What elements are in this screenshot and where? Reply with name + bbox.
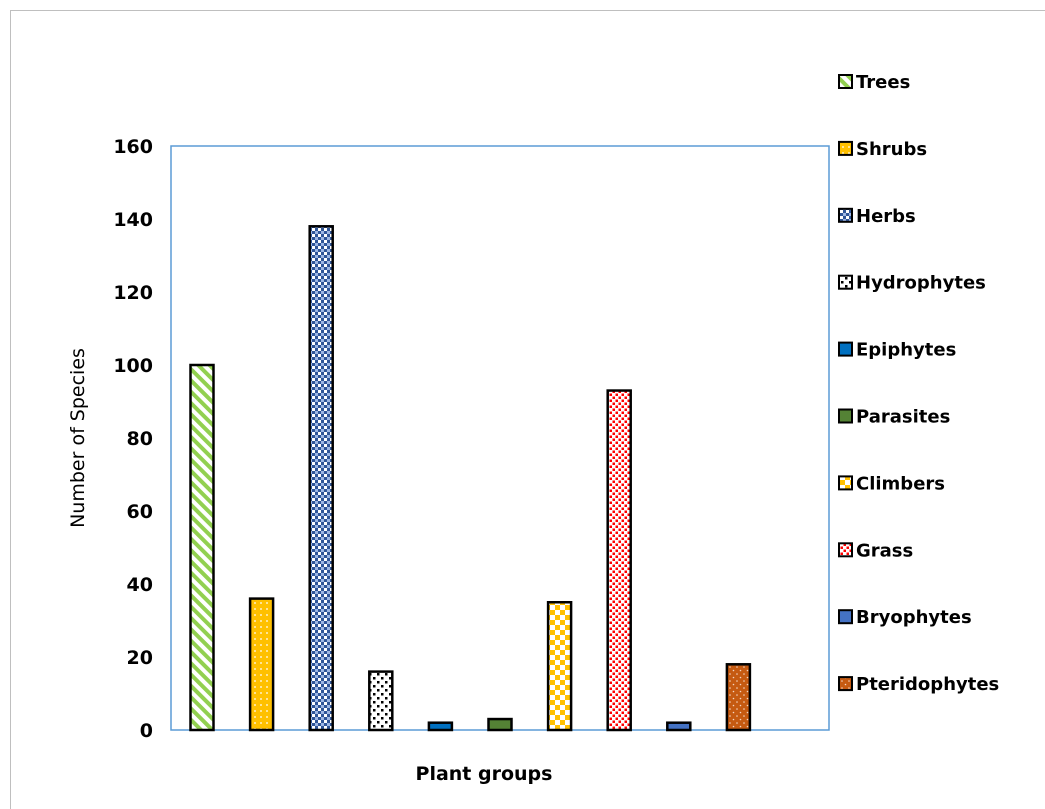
bar-epiphytes [427,721,454,732]
legend-swatch [838,207,853,223]
y-axis-ticks: 0 20 40 60 80 100 120 140 160 [113,136,153,742]
y-tick-label: 80 [127,428,153,450]
y-tick-label: 40 [127,574,153,596]
bar-grass [606,389,632,732]
legend-item-climbers: Climbers [838,473,945,494]
legend-item-epiphytes: Epiphytes [838,340,956,361]
legend-swatch [838,475,853,491]
y-tick-label: 0 [140,720,153,742]
legend-label: Climbers [856,473,945,494]
y-tick-label: 60 [127,501,153,523]
legend-swatch [838,341,853,357]
y-tick-label: 140 [113,209,153,231]
legend-item-grass: Grass [838,540,913,561]
legend-swatch [838,408,853,424]
y-tick-label: 100 [113,355,153,377]
legend-swatch [838,74,853,89]
legend-label: Trees [856,72,910,93]
y-tick-label: 120 [113,282,153,304]
legend-item-parasites: Parasites [838,407,950,428]
x-axis-title: Plant groups [416,763,553,785]
legend-label: Hydrophytes [856,273,986,294]
legend-item-hydrophytes: Hydrophytes [838,273,986,294]
legend-swatch [838,609,853,625]
legend-label: Grass [856,540,913,561]
bar-trees [189,363,215,732]
legend-swatch [838,274,853,290]
legend-swatch [838,140,853,156]
legend-item-pteridophytes: Pteridophytes [838,674,999,695]
legend: Trees Shrubs Herbs Hydrophytes Epiphytes Para… [838,72,999,695]
legend-label: Herbs [856,206,916,227]
legend-label: Shrubs [856,139,927,160]
legend-label: Bryophytes [856,607,972,628]
legend-item-herbs: Herbs [838,206,916,227]
y-axis-title: Number of Species [67,348,89,528]
legend-item-trees: Trees [838,72,910,93]
legend-label: Parasites [856,407,950,428]
legend-label: Pteridophytes [856,674,999,695]
y-tick-label: 20 [127,647,153,669]
plot-area [170,145,830,731]
legend-item-bryophytes: Bryophytes [838,607,972,628]
bar-hydrophytes [368,670,394,732]
chart-frame [10,10,1045,809]
bar-climbers [546,601,573,732]
bar-pteridophytes [725,663,752,732]
legend-swatch [838,676,853,692]
bar-parasites [487,717,513,732]
bar-herbs [308,225,334,732]
bar-bryophytes [666,721,692,732]
legend-item-shrubs: Shrubs [838,139,927,160]
legend-label: Epiphytes [856,340,956,361]
bars [189,225,752,732]
y-tick-label: 160 [113,136,153,158]
legend-swatch [838,542,853,558]
bar-shrubs [248,597,275,732]
